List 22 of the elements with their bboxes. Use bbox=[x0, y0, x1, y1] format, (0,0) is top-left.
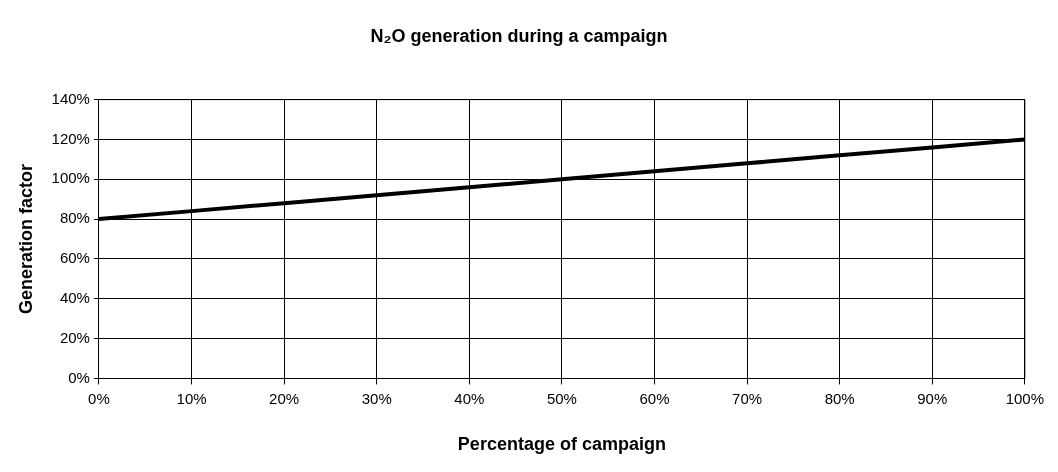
y-tick-label: 60% bbox=[59, 249, 90, 267]
y-tick-label: 20% bbox=[59, 328, 90, 346]
y-tick-label: 40% bbox=[59, 288, 90, 306]
y-axis-title: Generation factor bbox=[15, 163, 36, 315]
x-tick-label: 50% bbox=[546, 389, 577, 407]
y-tick-label: 80% bbox=[59, 209, 90, 227]
x-tick-label: 40% bbox=[454, 389, 485, 407]
x-tick-label: 70% bbox=[732, 389, 763, 407]
x-tick-label: 30% bbox=[361, 389, 392, 407]
x-tick-label: 0% bbox=[88, 389, 110, 407]
x-tick-label: 20% bbox=[269, 389, 300, 407]
y-tick-label: 0% bbox=[68, 368, 90, 386]
y-tick-label: 100% bbox=[51, 169, 90, 187]
x-tick-label: 60% bbox=[639, 389, 670, 407]
x-tick-label: 100% bbox=[1005, 389, 1045, 407]
x-tick-label: 80% bbox=[824, 389, 855, 407]
chart-title: N₂O generation during a campaign bbox=[370, 25, 668, 46]
y-tick-label: 140% bbox=[51, 89, 90, 107]
x-tick-label: 90% bbox=[917, 389, 948, 407]
x-axis-title: Percentage of campaign bbox=[457, 434, 666, 455]
y-tick-label: 120% bbox=[51, 129, 90, 147]
x-tick-label: 10% bbox=[176, 389, 207, 407]
